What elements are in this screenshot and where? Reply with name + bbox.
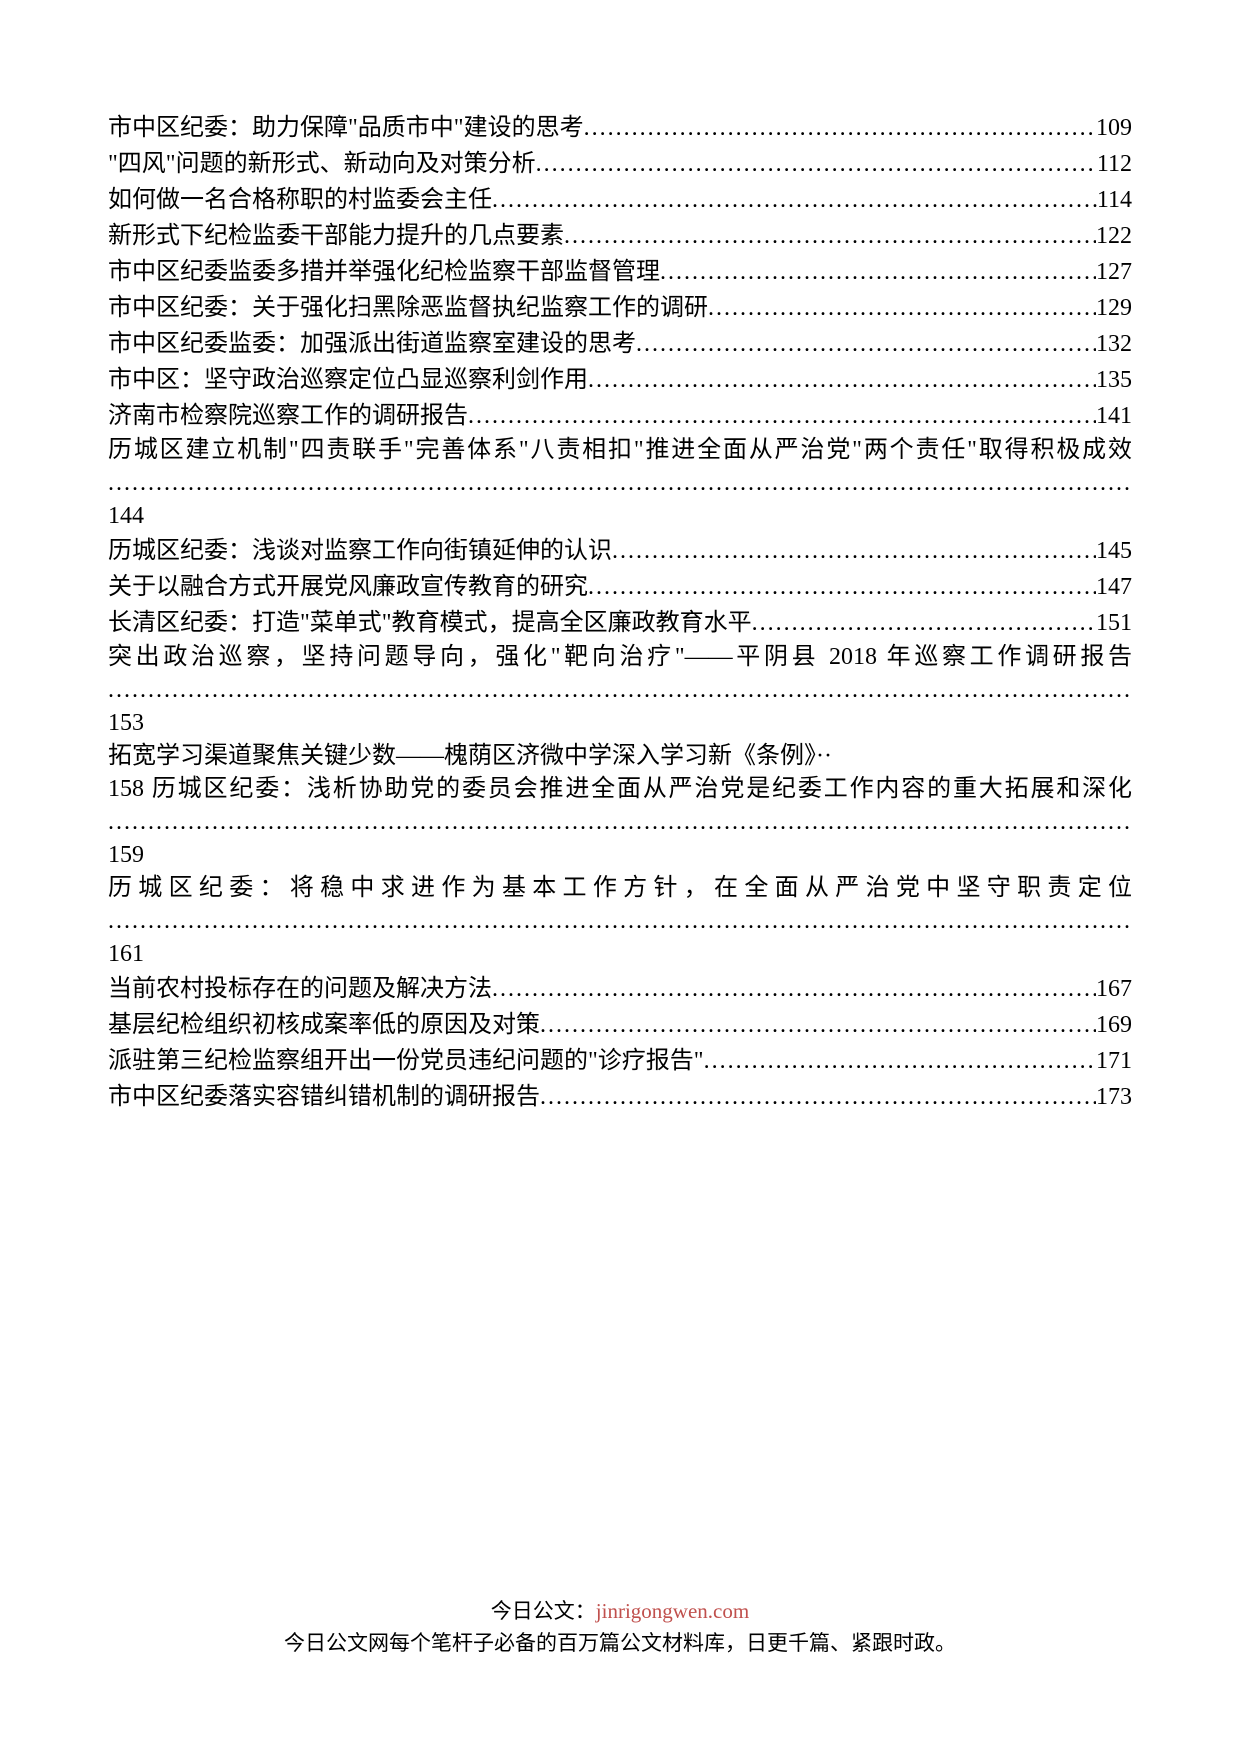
toc-title: 基层纪检组织初核成案率低的原因及对策 (108, 1007, 540, 1043)
toc-title: 派驻第三纪检监察组开出一份党员违纪问题的"诊疗报告" (108, 1043, 704, 1079)
toc-page-number: 145 (1096, 533, 1132, 569)
toc-dots (752, 605, 1096, 641)
toc-entry: 关于以融合方式开展党风廉政宣传教育的研究 147 (108, 569, 1132, 605)
toc-page-number: 151 (1096, 605, 1132, 641)
toc-entry: 如何做一名合格称职的村监委会主任 114 (108, 182, 1132, 218)
toc-dots (584, 110, 1096, 146)
toc-dots (108, 905, 1132, 938)
toc-dots (540, 1079, 1096, 1115)
toc-title: 如何做一名合格称职的村监委会主任 (108, 182, 492, 218)
toc-title: 市中区纪委监委多措并举强化纪检监察干部监督管理 (108, 254, 660, 290)
toc-dots (636, 326, 1096, 362)
toc-dots (660, 254, 1096, 290)
toc-title: 市中区：坚守政治巡察定位凸显巡察利剑作用 (108, 362, 588, 398)
toc-entry: 市中区纪委：助力保障"品质市中"建设的思考 109 (108, 110, 1132, 146)
toc-page-number: 144 (108, 500, 1132, 533)
toc-page-number: 173 (1096, 1079, 1132, 1115)
toc-wrap-entry: 158 历城区纪委：浅析协助党的委员会推进全面从严治党是纪委工作内容的重大拓展和… (108, 773, 1132, 806)
toc-page-number: 159 (108, 839, 1132, 872)
toc-title: 市中区纪委：关于强化扫黑除恶监督执纪监察工作的调研 (108, 290, 708, 326)
toc-page-number: 122 (1096, 218, 1132, 254)
toc-entry: 基层纪检组织初核成案率低的原因及对策 169 (108, 1007, 1132, 1043)
toc-title: 当前农村投标存在的问题及解决方法 (108, 971, 492, 1007)
toc-entry: 长清区纪委：打造"菜单式"教育模式，提高全区廉政教育水平 151 (108, 605, 1132, 641)
toc-page-number: 127 (1096, 254, 1132, 290)
toc-title: 历城区纪委：浅谈对监察工作向街镇延伸的认识 (108, 533, 612, 569)
toc-entry: 历城区纪委：浅谈对监察工作向街镇延伸的认识 145 (108, 533, 1132, 569)
toc-dots (108, 806, 1132, 839)
toc-page-number: 135 (1096, 362, 1132, 398)
toc-entry: 市中区纪委落实容错纠错机制的调研报告 173 (108, 1079, 1132, 1115)
footer-line-2: 今日公文网每个笔杆子必备的百万篇公文材料库，日更千篇、紧跟时政。 (0, 1627, 1240, 1659)
toc-page-number: 132 (1096, 326, 1132, 362)
toc-wrap-entry: 历城区建立机制"四责联手"完善体系"八责相扣"推进全面从严治党"两个责任"取得积… (108, 434, 1132, 467)
toc-dots (540, 1007, 1096, 1043)
toc-dots (588, 362, 1096, 398)
toc-dots (612, 533, 1096, 569)
toc-entry: 市中区纪委监委多措并举强化纪检监察干部监督管理 127 (108, 254, 1132, 290)
toc-title: 长清区纪委：打造"菜单式"教育模式，提高全区廉政教育水平 (108, 605, 752, 641)
toc-page-number: 141 (1096, 398, 1132, 434)
toc-page-number: 161 (108, 938, 1132, 971)
toc-dots (468, 398, 1096, 434)
toc-page-number: 167 (1096, 971, 1132, 1007)
toc-entry: 市中区纪委：关于强化扫黑除恶监督执纪监察工作的调研 129 (108, 290, 1132, 326)
toc-page-number: 169 (1096, 1007, 1132, 1043)
toc-page-number: 153 (108, 707, 1132, 740)
toc-title: 济南市检察院巡察工作的调研报告 (108, 398, 468, 434)
toc-page: 市中区纪委：助力保障"品质市中"建设的思考109"四风"问题的新形式、新动向及对… (0, 0, 1240, 1115)
toc-title: 市中区纪委监委：加强派出街道监察室建设的思考 (108, 326, 636, 362)
toc-dots (492, 182, 1097, 218)
toc-entry: 当前农村投标存在的问题及解决方法 167 (108, 971, 1132, 1007)
footer-prefix: 今日公文： (491, 1599, 596, 1623)
toc-entry: 济南市检察院巡察工作的调研报告 141 (108, 398, 1132, 434)
toc-page-number: 114 (1097, 182, 1132, 218)
toc-dots (708, 290, 1096, 326)
toc-entry: 市中区：坚守政治巡察定位凸显巡察利剑作用 135 (108, 362, 1132, 398)
toc-wrap-entry: 突出政治巡察，坚持问题导向，强化"靶向治疗"——平阴县 2018 年巡察工作调研… (108, 641, 1132, 674)
toc-page-number: 129 (1096, 290, 1132, 326)
toc-entry: 市中区纪委监委：加强派出街道监察室建设的思考 132 (108, 326, 1132, 362)
footer-line-1: 今日公文：jinrigongwen.com (0, 1595, 1240, 1627)
page-footer: 今日公文：jinrigongwen.com 今日公文网每个笔杆子必备的百万篇公文… (0, 1595, 1240, 1659)
toc-dots (704, 1043, 1096, 1079)
toc-dots (564, 218, 1096, 254)
toc-title: "四风"问题的新形式、新动向及对策分析 (108, 146, 536, 182)
toc-wrap-entry-line: 拓宽学习渠道聚焦关键少数——槐荫区济微中学深入学习新《条例》·· (108, 740, 1132, 773)
toc-page-number: 171 (1096, 1043, 1132, 1079)
toc-title: 市中区纪委落实容错纠错机制的调研报告 (108, 1079, 540, 1115)
toc-entry: "四风"问题的新形式、新动向及对策分析 112 (108, 146, 1132, 182)
toc-title: 关于以融合方式开展党风廉政宣传教育的研究 (108, 569, 588, 605)
toc-title: 新形式下纪检监委干部能力提升的几点要素 (108, 218, 564, 254)
toc-page-number: 109 (1096, 110, 1132, 146)
toc-page-number: 147 (1096, 569, 1132, 605)
toc-dots (108, 467, 1132, 500)
toc-title: 市中区纪委：助力保障"品质市中"建设的思考 (108, 110, 584, 146)
toc-entry: 新形式下纪检监委干部能力提升的几点要素 122 (108, 218, 1132, 254)
toc-page-number: 112 (1097, 146, 1132, 182)
toc-wrap-entry: 历城区纪委：将稳中求进作为基本工作方针，在全面从严治党中坚守职责定位 (108, 872, 1132, 905)
toc-dots (108, 674, 1132, 707)
toc-dots (588, 569, 1096, 605)
toc-entry: 派驻第三纪检监察组开出一份党员违纪问题的"诊疗报告" 171 (108, 1043, 1132, 1079)
toc-dots (536, 146, 1097, 182)
toc-dots (492, 971, 1096, 1007)
footer-link[interactable]: jinrigongwen.com (596, 1599, 749, 1623)
